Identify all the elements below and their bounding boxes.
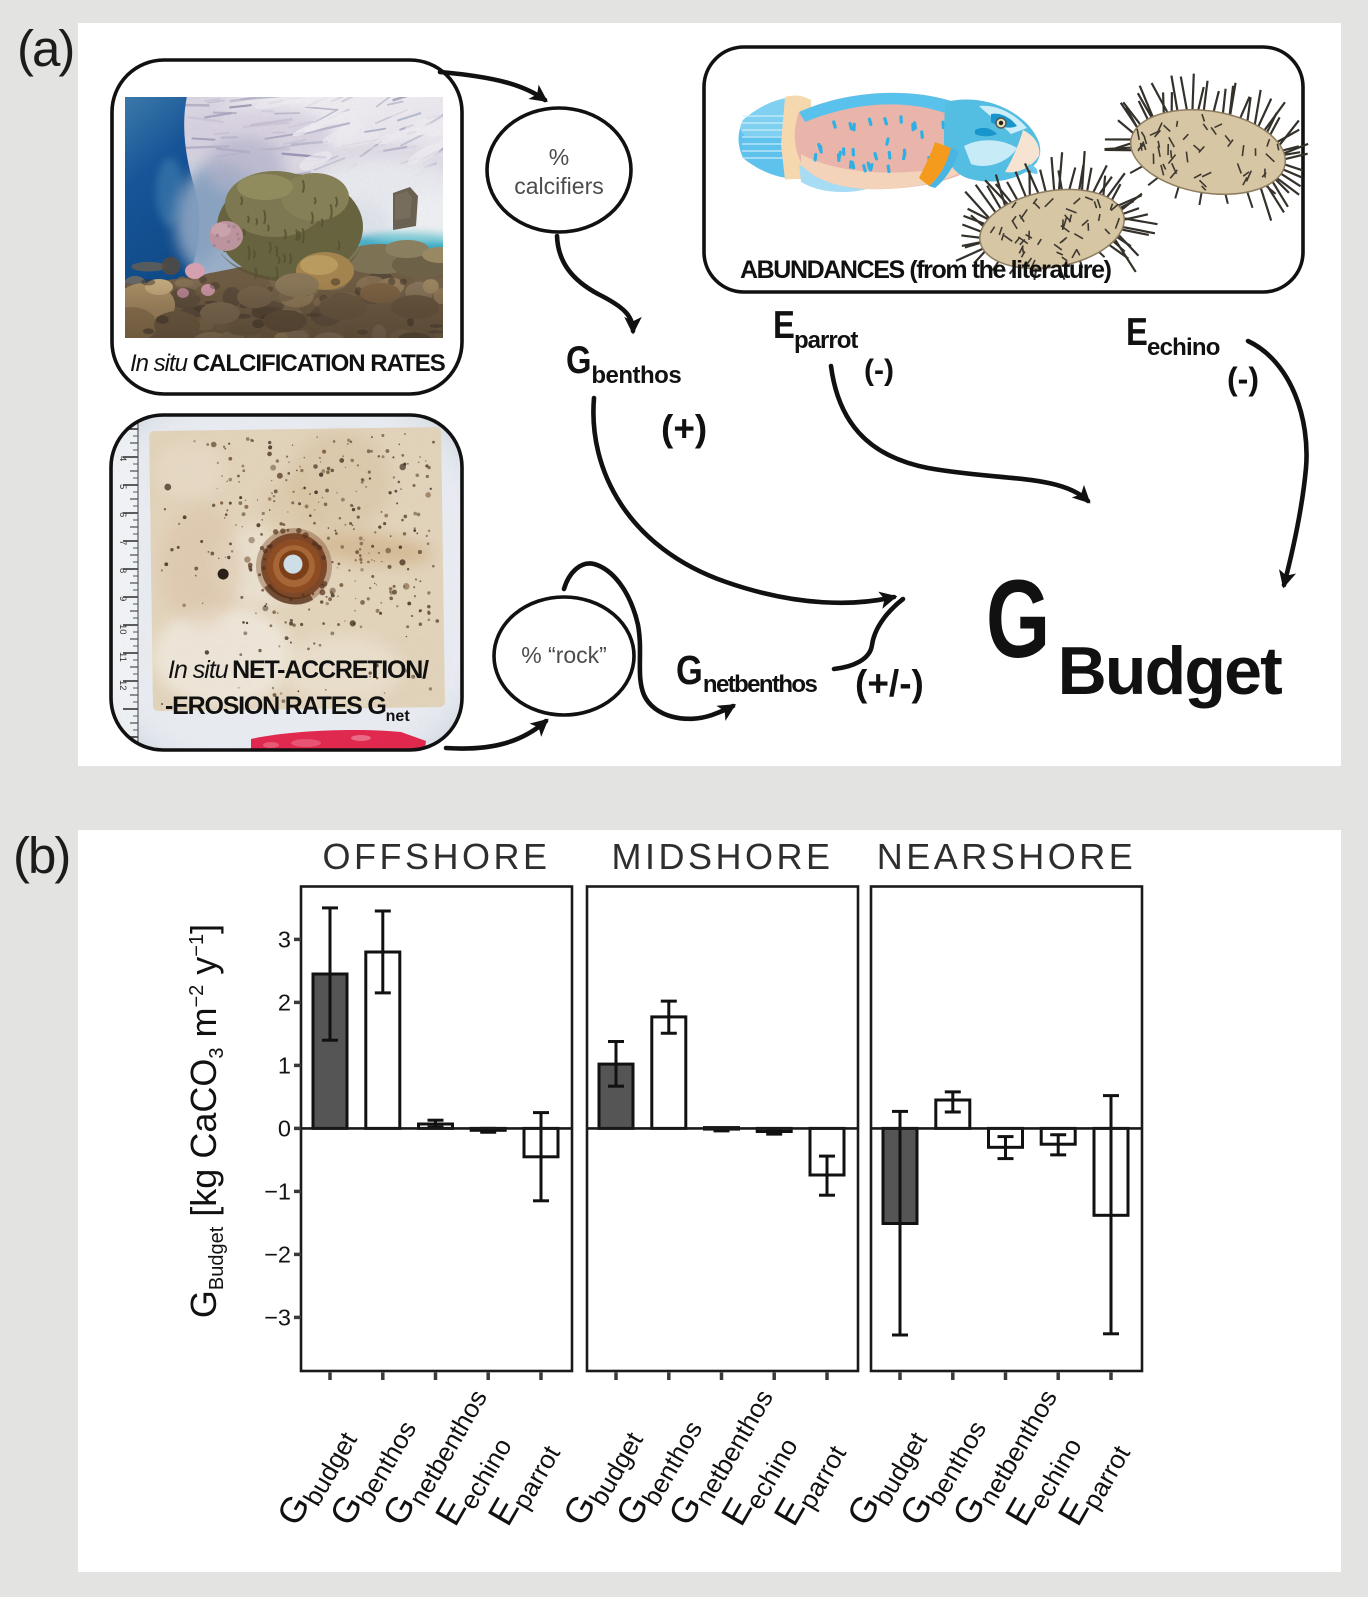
svg-text:−2: −2 <box>264 1241 291 1267</box>
svg-text:1: 1 <box>278 1052 291 1078</box>
svg-text:−1: −1 <box>264 1178 291 1204</box>
svg-text:OFFSHORE: OFFSHORE <box>322 836 550 877</box>
svg-text:NEARSHORE: NEARSHORE <box>877 836 1137 877</box>
svg-text:0: 0 <box>278 1115 291 1141</box>
svg-text:−3: −3 <box>264 1304 291 1330</box>
svg-text:2: 2 <box>278 989 291 1015</box>
svg-text:MIDSHORE: MIDSHORE <box>611 836 833 877</box>
svg-text:GBudget [kg CaCO3 m−2 y−1]: GBudget [kg CaCO3 m−2 y−1] <box>183 924 228 1318</box>
svg-text:3: 3 <box>278 926 291 952</box>
